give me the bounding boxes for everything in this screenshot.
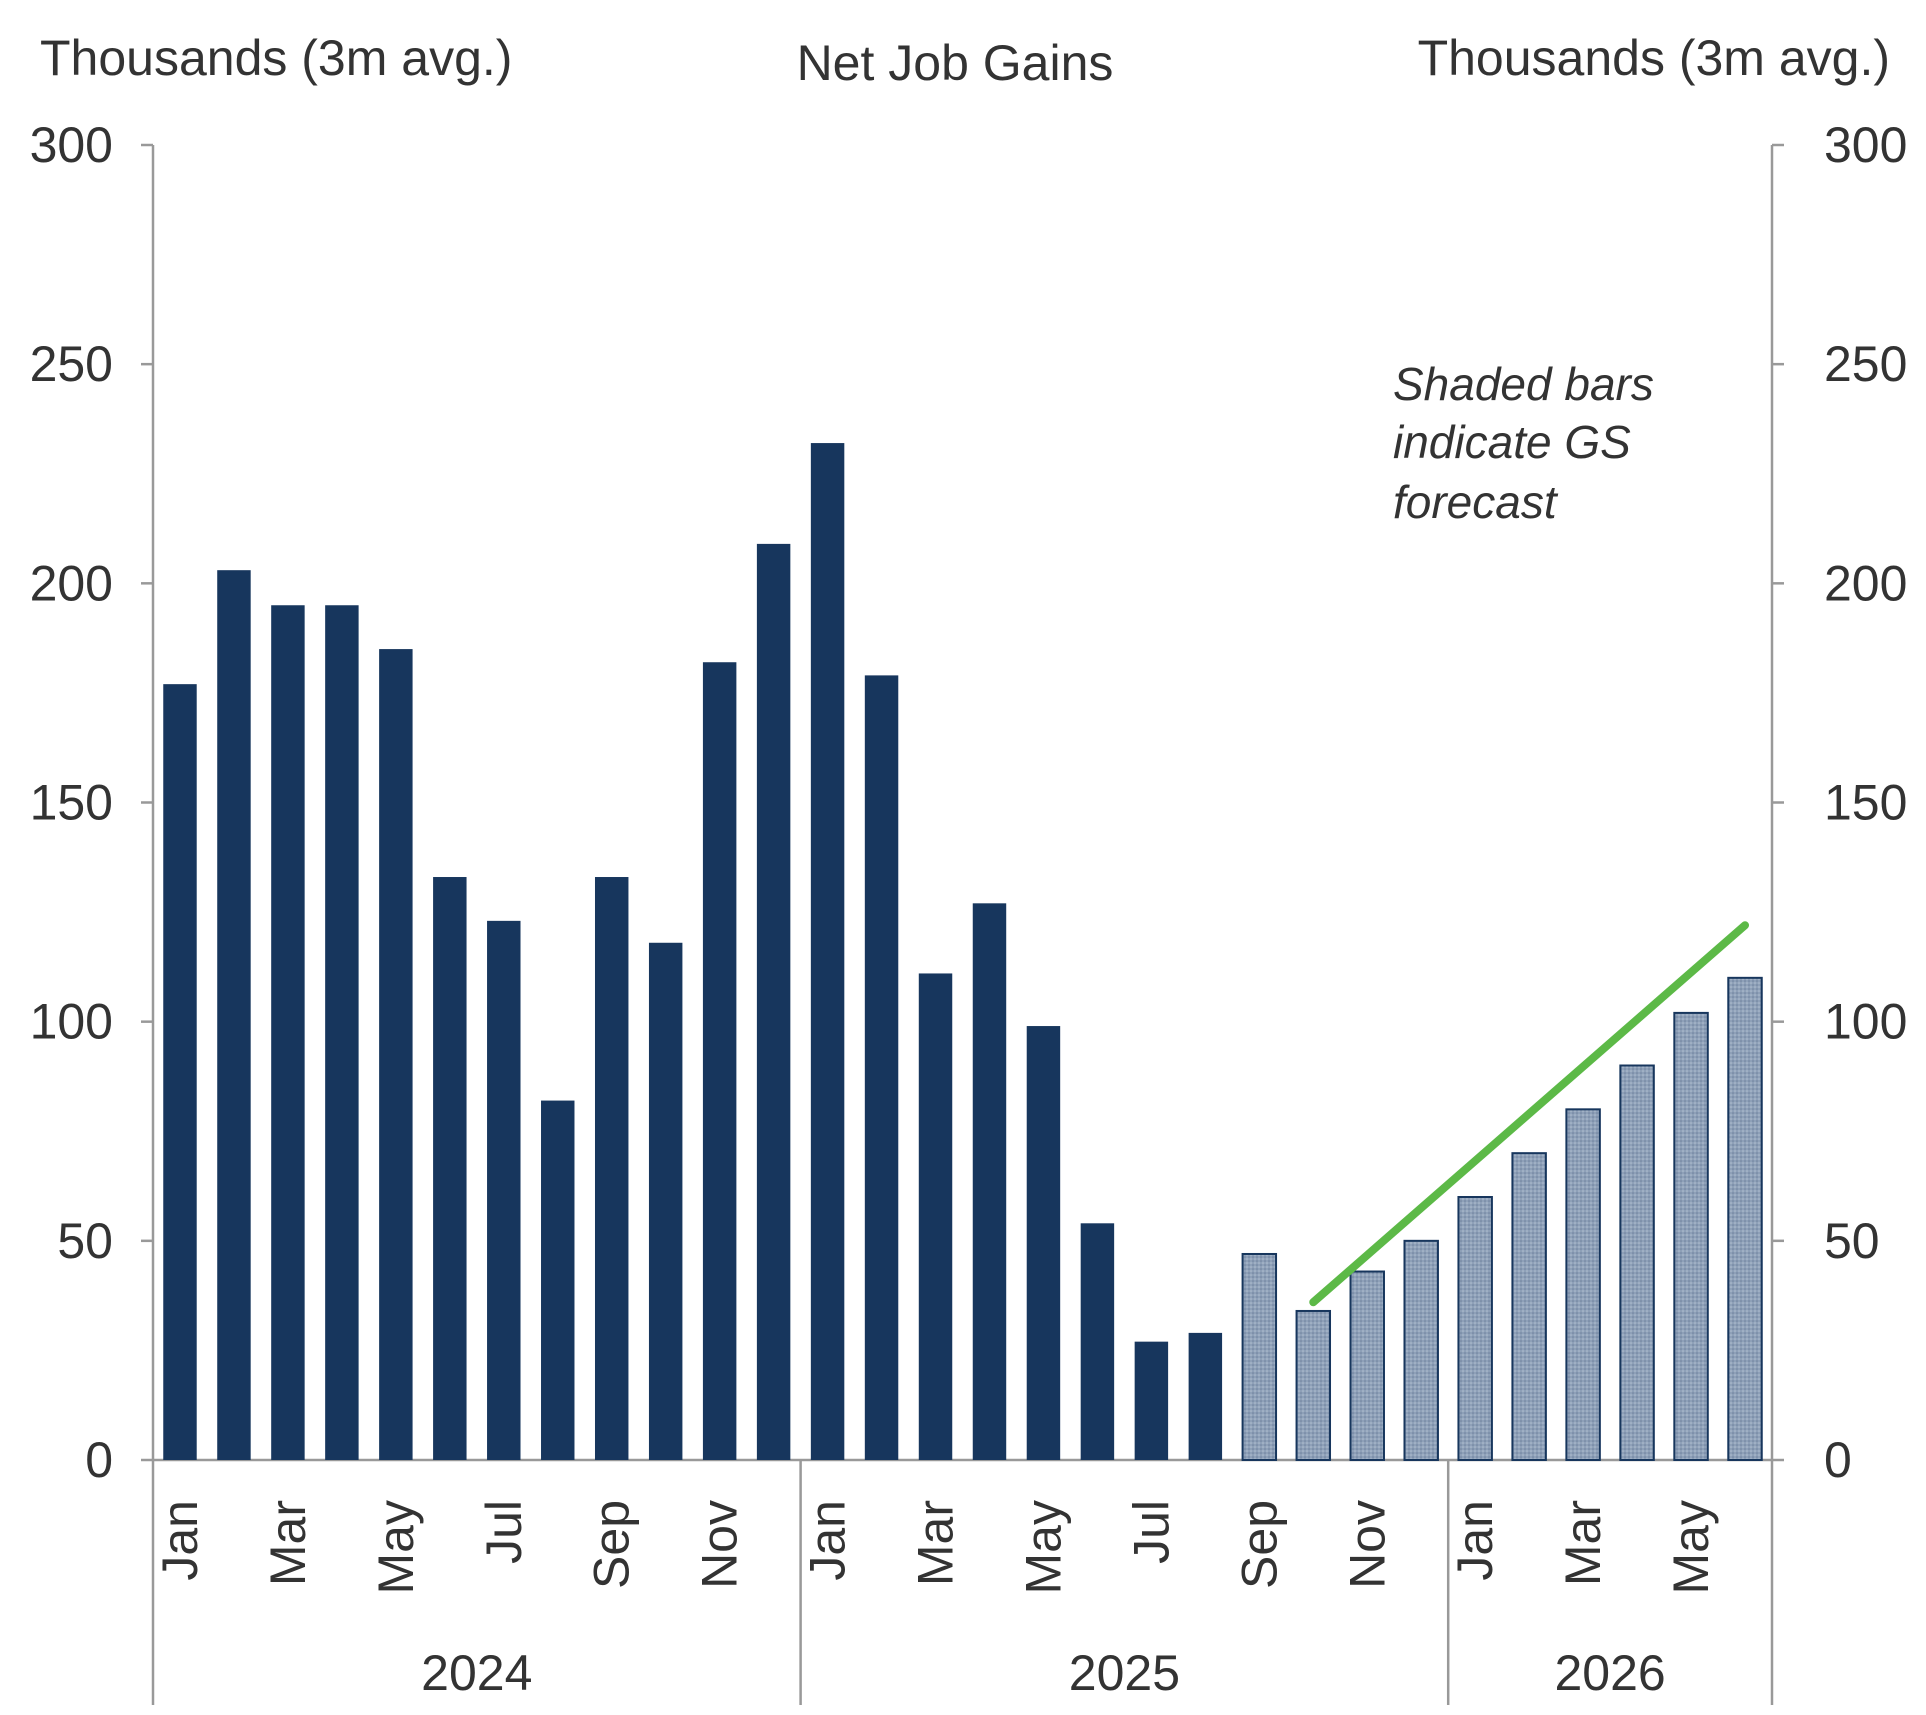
bar-actual (217, 570, 251, 1460)
month-label: May (1015, 1500, 1071, 1594)
y-tick-label-left: 150 (30, 775, 113, 831)
bar-forecast (1511, 1152, 1547, 1461)
y-tick-label-left: 0 (85, 1432, 113, 1488)
bar-actual (1026, 1026, 1061, 1460)
bar-actual (1134, 1341, 1169, 1460)
bar-actual (379, 649, 413, 1460)
x-axis-labels: Jan Mar May Jul Sep Nov Jan Mar May Jul Sep Nov Jan M… (152, 1500, 1719, 1594)
bar-forecast (1673, 1011, 1709, 1462)
month-label: Mar (1555, 1500, 1611, 1586)
month-label: Mar (908, 1500, 964, 1586)
y-tick-label-right: 0 (1824, 1432, 1852, 1488)
month-label: Nov (1339, 1500, 1395, 1589)
bar-actual (1188, 1332, 1223, 1460)
forecast-trend-line (1309, 921, 1750, 1307)
chart-title: Net Job Gains (797, 35, 1114, 91)
y-tick-label-right: 200 (1824, 555, 1907, 611)
month-label: Sep (1231, 1500, 1287, 1589)
trend-layer (1309, 921, 1750, 1307)
y-tick-label-right: 150 (1824, 775, 1907, 831)
bar-actual (271, 605, 305, 1460)
bar-actual (972, 903, 1007, 1460)
bar-forecast (1349, 1270, 1385, 1462)
month-label: Jan (1447, 1500, 1503, 1581)
bar-forecast (1403, 1239, 1439, 1462)
y-tick-label-right: 50 (1824, 1213, 1880, 1269)
left-axis-label: Thousands (3m avg.) (40, 30, 512, 86)
bar-forecast (1619, 1064, 1655, 1461)
y-tick-label-left: 200 (30, 555, 113, 611)
year-label: 2026 (1554, 1645, 1665, 1701)
forecast-annotation: Shaded bars indicate GS forecast (1393, 358, 1654, 528)
y-tick-label-left: 300 (30, 117, 113, 173)
bar-actual (594, 877, 629, 1460)
y-tick-label-left: 50 (57, 1213, 113, 1269)
month-label: Jan (152, 1500, 208, 1581)
bar-actual (1080, 1223, 1115, 1460)
bar-actual (648, 942, 683, 1460)
y-tick-label-left: 250 (30, 336, 113, 392)
annotation-line-3: forecast (1393, 476, 1559, 528)
bar-forecast (1565, 1108, 1601, 1462)
bar-actual (433, 877, 467, 1460)
annotation-line-2: indicate GS (1393, 416, 1631, 468)
month-label: Jul (476, 1500, 532, 1564)
bar-actual (810, 443, 845, 1461)
month-label: Jan (800, 1500, 856, 1581)
month-label: May (1663, 1500, 1719, 1594)
bar-forecast (1457, 1196, 1493, 1461)
bar-actual (163, 684, 197, 1460)
month-label: Nov (692, 1500, 748, 1589)
axes: 0 0 50 50 100 100 150 150 200 200 250 250 300 300 2024… (30, 117, 1907, 1705)
bar-actual (487, 920, 521, 1460)
bars (163, 443, 1763, 1462)
month-label: Sep (584, 1500, 640, 1589)
year-label: 2025 (1069, 1645, 1180, 1701)
y-tick-label-right: 100 (1824, 994, 1907, 1050)
annotation-line-1: Shaded bars (1393, 358, 1654, 410)
bar-forecast (1727, 976, 1763, 1461)
bar-actual (756, 543, 791, 1460)
month-label: Mar (260, 1500, 316, 1586)
y-tick-label-left: 100 (30, 994, 113, 1050)
bar-actual (702, 662, 737, 1460)
bar-actual (541, 1100, 575, 1460)
bar-actual (864, 675, 899, 1460)
bar-actual (918, 973, 953, 1460)
bar-forecast (1241, 1252, 1278, 1461)
month-label: May (368, 1500, 424, 1594)
bar-actual (325, 605, 359, 1460)
year-label: 2024 (421, 1645, 532, 1701)
month-label: Jul (1123, 1500, 1179, 1564)
y-tick-label-right: 300 (1824, 117, 1907, 173)
y-tick-label-right: 250 (1824, 336, 1907, 392)
bar-forecast (1295, 1309, 1332, 1462)
right-axis-label: Thousands (3m avg.) (1418, 30, 1890, 86)
